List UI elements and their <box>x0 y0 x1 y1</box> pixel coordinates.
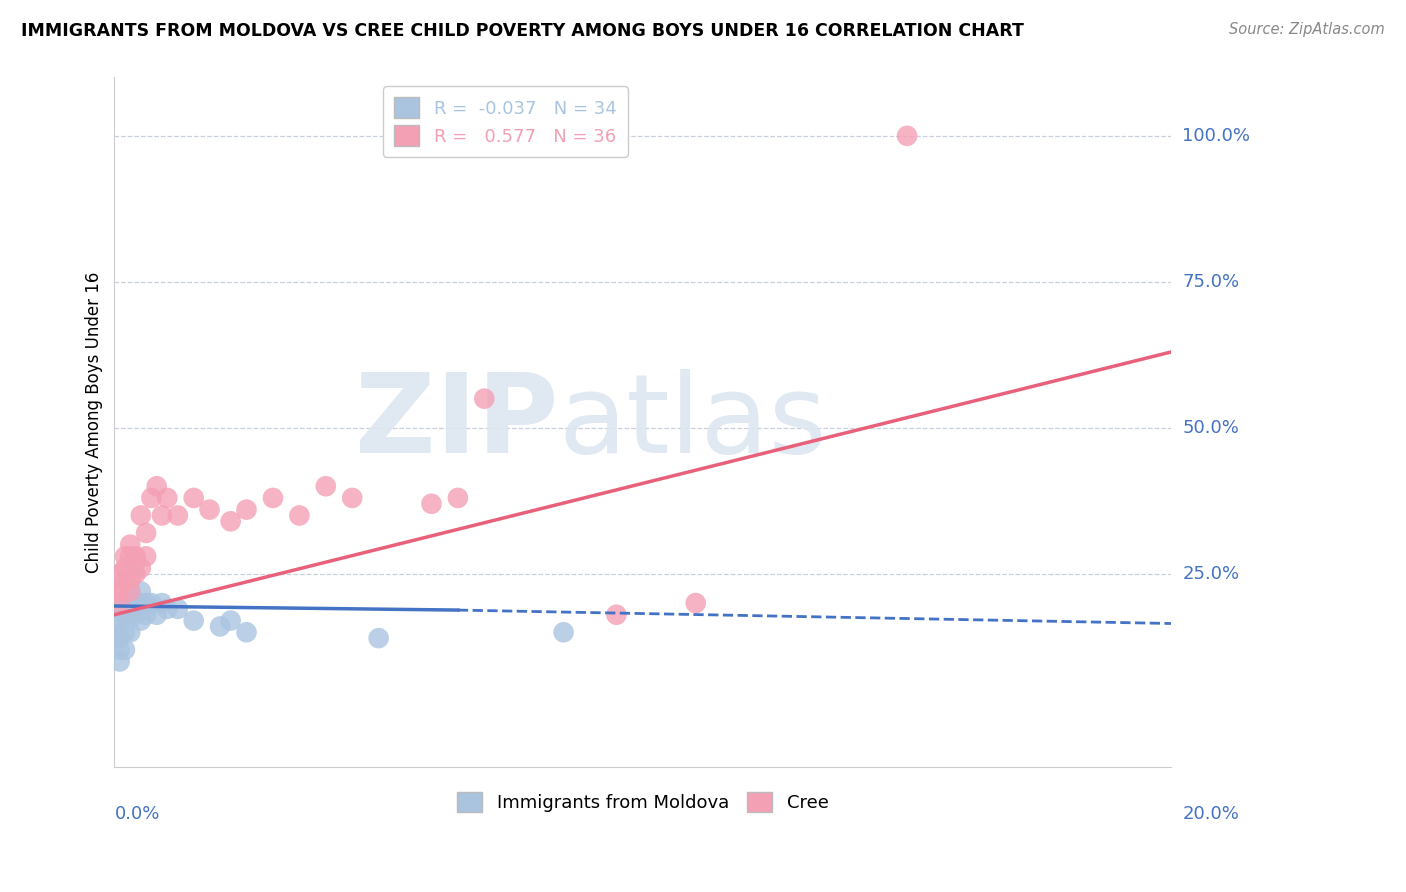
Point <box>114 549 136 564</box>
Point <box>447 491 470 505</box>
Point <box>114 573 136 587</box>
Point <box>553 625 575 640</box>
Point <box>166 602 188 616</box>
Point <box>135 549 157 564</box>
Point <box>156 602 179 616</box>
Point <box>145 479 167 493</box>
Point <box>108 614 131 628</box>
Point <box>108 566 131 581</box>
Text: 75.0%: 75.0% <box>1182 273 1240 291</box>
Point <box>105 631 128 645</box>
Text: 20.0%: 20.0% <box>1182 805 1239 823</box>
Point <box>605 607 627 622</box>
Point <box>124 549 146 564</box>
Point <box>120 549 142 564</box>
Y-axis label: Child Poverty Among Boys Under 16: Child Poverty Among Boys Under 16 <box>86 271 103 573</box>
Point <box>114 642 136 657</box>
Point <box>209 619 232 633</box>
Point <box>315 479 337 493</box>
Point <box>108 642 131 657</box>
Point <box>198 502 221 516</box>
Point <box>135 526 157 541</box>
Point <box>183 614 205 628</box>
Point <box>141 491 163 505</box>
Point <box>166 508 188 523</box>
Point <box>235 502 257 516</box>
Point <box>105 614 128 628</box>
Point <box>896 128 918 143</box>
Point <box>685 596 707 610</box>
Point <box>472 392 495 406</box>
Point <box>145 607 167 622</box>
Point <box>420 497 443 511</box>
Point <box>129 596 152 610</box>
Point <box>150 596 173 610</box>
Text: IMMIGRANTS FROM MOLDOVA VS CREE CHILD POVERTY AMONG BOYS UNDER 16 CORRELATION CH: IMMIGRANTS FROM MOLDOVA VS CREE CHILD PO… <box>21 22 1024 40</box>
Point <box>124 596 146 610</box>
Point <box>114 607 136 622</box>
Point <box>219 514 242 528</box>
Text: ZIP: ZIP <box>354 368 558 475</box>
Point <box>129 614 152 628</box>
Point <box>129 561 152 575</box>
Text: 100.0%: 100.0% <box>1182 127 1250 145</box>
Text: 0.0%: 0.0% <box>114 805 160 823</box>
Point <box>114 625 136 640</box>
Point <box>219 614 242 628</box>
Point <box>367 631 389 645</box>
Point <box>342 491 364 505</box>
Point <box>120 584 142 599</box>
Point <box>120 596 142 610</box>
Point <box>141 596 163 610</box>
Point <box>262 491 284 505</box>
Text: atlas: atlas <box>558 368 827 475</box>
Point <box>183 491 205 505</box>
Point <box>105 584 128 599</box>
Point <box>114 561 136 575</box>
Point <box>150 508 173 523</box>
Text: 25.0%: 25.0% <box>1182 565 1240 582</box>
Point <box>124 555 146 569</box>
Point <box>120 584 142 599</box>
Point <box>120 607 142 622</box>
Point <box>235 625 257 640</box>
Point <box>129 584 152 599</box>
Point <box>114 596 136 610</box>
Text: 50.0%: 50.0% <box>1182 419 1239 437</box>
Point <box>120 538 142 552</box>
Point <box>288 508 311 523</box>
Point <box>135 607 157 622</box>
Point <box>129 508 152 523</box>
Legend: Immigrants from Moldova, Cree: Immigrants from Moldova, Cree <box>450 784 837 820</box>
Point <box>120 625 142 640</box>
Point <box>108 596 131 610</box>
Point <box>124 566 146 581</box>
Point <box>108 596 131 610</box>
Text: Source: ZipAtlas.com: Source: ZipAtlas.com <box>1229 22 1385 37</box>
Point <box>108 655 131 669</box>
Point <box>156 491 179 505</box>
Point <box>108 631 131 645</box>
Point <box>135 596 157 610</box>
Point <box>120 573 142 587</box>
Point <box>108 584 131 599</box>
Point <box>124 607 146 622</box>
